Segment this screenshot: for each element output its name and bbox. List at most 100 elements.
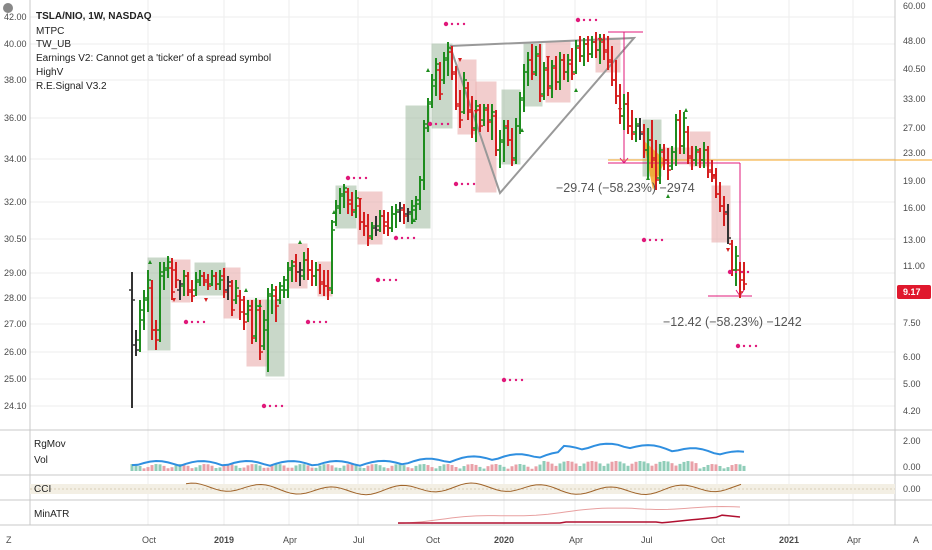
cci-tick: 0.00 bbox=[903, 484, 921, 494]
volume-bar bbox=[206, 464, 210, 471]
volume-bar bbox=[218, 467, 222, 471]
volume-bar bbox=[182, 464, 186, 471]
time-label: 2021 bbox=[779, 535, 799, 545]
volume-bar bbox=[422, 464, 426, 471]
signal-dot bbox=[352, 176, 356, 180]
signal-dot bbox=[582, 18, 586, 22]
volume-bar bbox=[618, 461, 622, 471]
volume-bar bbox=[158, 464, 162, 471]
volume-bar bbox=[418, 464, 422, 471]
cci-series-line bbox=[185, 482, 742, 496]
signal-dot bbox=[196, 320, 200, 324]
volume-bar bbox=[454, 467, 458, 471]
sell-signal-marker bbox=[204, 298, 208, 302]
sell-signal-marker bbox=[546, 56, 550, 60]
volume-bar bbox=[190, 468, 194, 471]
volume-bar bbox=[306, 465, 310, 471]
indicator-highv[interactable]: HighV bbox=[36, 67, 64, 78]
signal-dot bbox=[746, 270, 750, 274]
volume-bar bbox=[362, 468, 366, 471]
time-label: Oct bbox=[142, 535, 157, 545]
time-label: Jul bbox=[353, 535, 365, 545]
left-tick: 38.00 bbox=[4, 75, 27, 85]
indicator-earnings[interactable]: Earnings V2: Cannot get a 'ticker' of a … bbox=[36, 53, 271, 64]
volume-bar bbox=[342, 465, 346, 471]
volume-bar bbox=[414, 465, 418, 471]
sell-signal-marker bbox=[598, 38, 602, 42]
volume-bar bbox=[286, 467, 290, 471]
auto-scale-icon[interactable]: A bbox=[913, 535, 919, 545]
measure-label-2: −12.42 (−58.23%) −1242 bbox=[663, 315, 802, 329]
signal-dot bbox=[501, 377, 507, 383]
signal-dot bbox=[654, 238, 658, 242]
volume-bars bbox=[130, 461, 746, 471]
signal-dot bbox=[520, 378, 524, 382]
volume-bar bbox=[266, 467, 270, 471]
price-candles[interactable] bbox=[129, 32, 747, 408]
signal-dot bbox=[261, 403, 267, 409]
right-tick: 5.00 bbox=[903, 379, 921, 389]
left-tick: 29.00 bbox=[4, 268, 27, 278]
volume-bar bbox=[250, 464, 254, 471]
left-tick: 34.00 bbox=[4, 154, 27, 164]
signal-dot bbox=[641, 237, 647, 243]
signal-dot bbox=[508, 378, 512, 382]
buy-signal-marker bbox=[148, 260, 152, 264]
last-price-tag bbox=[897, 285, 931, 299]
volume-bar bbox=[490, 464, 494, 471]
zoom-reset-icon[interactable]: Z bbox=[6, 535, 12, 545]
rgmov-tick: 0.00 bbox=[903, 462, 921, 472]
signal-dot bbox=[364, 176, 368, 180]
buy-signal-marker bbox=[298, 240, 302, 244]
volume-bar bbox=[434, 468, 438, 471]
signal-dot bbox=[466, 182, 470, 186]
cci-label: CCI bbox=[34, 484, 51, 495]
volume-bar bbox=[398, 464, 402, 471]
left-tick: 30.50 bbox=[4, 234, 27, 244]
signal-dot bbox=[312, 320, 316, 324]
minatr-pane[interactable]: MinATR bbox=[34, 505, 741, 524]
signal-dot bbox=[456, 22, 460, 26]
left-tick: 42.00 bbox=[4, 12, 27, 22]
buy-signal-marker bbox=[684, 108, 688, 112]
right-tick: 6.00 bbox=[903, 352, 921, 362]
volume-bar bbox=[334, 467, 338, 471]
signal-dot bbox=[406, 236, 410, 240]
volume-bar bbox=[154, 464, 158, 471]
time-axis[interactable]: Oct 2019 Apr Jul Oct 2020 Apr Jul Oct 20… bbox=[142, 535, 861, 545]
symbol-title[interactable]: TSLA/NIO, 1W, NASDAQ bbox=[36, 11, 152, 22]
right-price-axis[interactable]: 60.00 48.00 40.50 33.00 27.00 23.00 19.0… bbox=[897, 1, 931, 416]
buy-signal-marker bbox=[666, 194, 670, 198]
volume-bar bbox=[198, 465, 202, 471]
volume-bar bbox=[594, 461, 598, 471]
volume-bar bbox=[738, 464, 742, 471]
time-label: Apr bbox=[569, 535, 583, 545]
indicator-resignal[interactable]: R.E.Signal V3.2 bbox=[36, 81, 107, 92]
indicator-twub[interactable]: TW_UB bbox=[36, 39, 71, 50]
signal-dot bbox=[400, 236, 404, 240]
volume-bar bbox=[610, 461, 614, 471]
volume-bar bbox=[386, 468, 390, 471]
signal-dot bbox=[648, 238, 652, 242]
volume-bar bbox=[194, 467, 198, 471]
indicator-mtpc[interactable]: MTPC bbox=[36, 26, 64, 37]
signal-dot bbox=[268, 404, 272, 408]
minatr-series-line-1 bbox=[397, 505, 741, 524]
volume-bar bbox=[462, 466, 466, 471]
signal-dot bbox=[443, 21, 449, 27]
volume-bar bbox=[310, 467, 314, 471]
collapse-icon[interactable] bbox=[3, 3, 13, 13]
signal-dot bbox=[382, 278, 386, 282]
signal-dot bbox=[514, 378, 518, 382]
rgmov-pane[interactable]: RgMov Vol 2.00 0.00 bbox=[34, 436, 921, 472]
volume-bar bbox=[130, 464, 134, 471]
volume-bar bbox=[410, 468, 414, 471]
volume-bar bbox=[470, 464, 474, 471]
left-price-axis[interactable]: 42.00 40.00 38.00 36.00 34.00 32.00 30.5… bbox=[4, 12, 27, 411]
time-label: Jul bbox=[641, 535, 653, 545]
sell-signal-marker bbox=[458, 58, 462, 62]
time-label: 2019 bbox=[214, 535, 234, 545]
volume-bar bbox=[322, 464, 326, 471]
cci-pane[interactable]: CCI 0.00 bbox=[30, 482, 921, 496]
